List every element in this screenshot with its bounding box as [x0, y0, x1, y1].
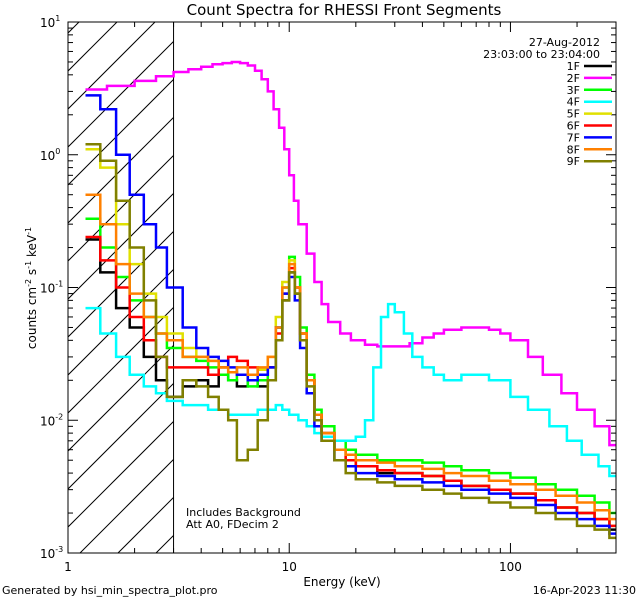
- legend-label-1F: 1F: [567, 60, 580, 73]
- legend-label-9F: 9F: [567, 155, 580, 168]
- series-4F-line: [85, 302, 616, 478]
- x-tick-label: 1: [64, 560, 72, 574]
- annotation-attenuator: Att A0, FDecim 2: [186, 518, 279, 531]
- time-range-label: 23:03:00 to 23:04:00: [483, 48, 600, 61]
- series-layer: [85, 60, 616, 540]
- series-2F-line: [85, 60, 616, 447]
- legend-label-2F: 2F: [567, 72, 580, 85]
- x-tick-label: 100: [499, 560, 522, 574]
- series-8F-line: [85, 193, 616, 521]
- date-label: 27-Aug-2012: [529, 36, 600, 49]
- legend-label-3F: 3F: [567, 84, 580, 97]
- legend-label-8F: 8F: [567, 143, 580, 156]
- hatch-line: [68, 22, 194, 148]
- legend-label-4F: 4F: [567, 96, 580, 109]
- legend-label-5F: 5F: [567, 108, 580, 121]
- series-9F-line: [85, 142, 616, 540]
- y-tick-label: 10-2: [40, 412, 63, 428]
- x-tick-labels: 1 10 100: [64, 560, 522, 574]
- hatch-line: [68, 22, 156, 110]
- series-7F-line: [85, 94, 616, 535]
- annotation-background: Includes Background: [186, 506, 301, 519]
- x-axis-label: Energy (keV): [303, 575, 380, 589]
- y-tick-label: 10-3: [40, 545, 63, 561]
- y-tick-label: 100: [40, 147, 60, 163]
- y-axis-label: counts cm-2 s-1 keV-1: [24, 227, 39, 349]
- legend-label-7F: 7F: [567, 131, 580, 144]
- y-tick-label: 101: [40, 14, 60, 30]
- legend-label-6F: 6F: [567, 120, 580, 133]
- footer-timestamp: 16-Apr-2023 11:30: [532, 584, 636, 597]
- footer-generated-by: Generated by hsi_min_spectra_plot.pro: [2, 584, 218, 597]
- x-tick-label: 10: [282, 560, 297, 574]
- axis-ticks: [67, 21, 617, 554]
- hatch-line: [68, 22, 232, 186]
- y-tick-labels: 10-3 10-2 10-1 100 101: [40, 14, 63, 561]
- y-tick-label: 10-1: [40, 280, 63, 296]
- chart-title: Count Spectra for RHESSI Front Segments: [187, 1, 502, 19]
